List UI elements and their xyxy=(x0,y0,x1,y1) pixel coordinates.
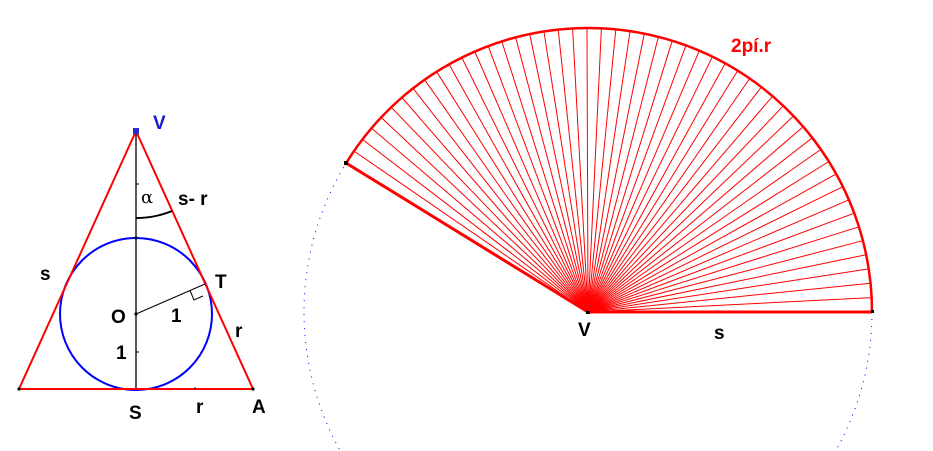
fan-line xyxy=(587,268,869,313)
fan-line xyxy=(371,127,589,313)
fan-line xyxy=(587,212,855,313)
label-V-left: V xyxy=(153,113,166,134)
sector-arc xyxy=(345,26,874,313)
label-T: T xyxy=(215,272,227,293)
fan-line xyxy=(461,57,589,313)
net-right-end-marker xyxy=(871,310,874,313)
fan-line xyxy=(587,199,850,313)
net-left-end-marker xyxy=(344,161,348,165)
fan-line xyxy=(587,45,687,313)
radius-OT xyxy=(135,283,206,315)
label-r-right: r xyxy=(235,321,243,342)
fan-line xyxy=(529,33,589,313)
fan-line xyxy=(587,186,844,313)
cone-triangle xyxy=(17,128,255,390)
fan-line xyxy=(401,97,589,313)
fan-line xyxy=(587,148,822,313)
label-s-minus-r: s- r xyxy=(178,189,208,210)
label-1-OS: 1 xyxy=(116,343,127,364)
fan-line xyxy=(587,86,762,313)
fan-line xyxy=(587,226,860,313)
label-1-OT: 1 xyxy=(171,306,182,327)
point-top-circle xyxy=(134,236,138,240)
vertex-marker xyxy=(133,128,139,134)
fan-line xyxy=(586,27,589,313)
fan-line xyxy=(587,50,700,313)
fan-line xyxy=(487,45,589,313)
cone-cross-section: V α s- r s T O 1 r 1 S r A xyxy=(17,113,266,424)
right-angle-marker xyxy=(189,290,204,301)
fan-line xyxy=(501,41,589,313)
fan-line xyxy=(572,28,589,313)
fan-line xyxy=(587,78,751,313)
fan-line xyxy=(587,297,872,313)
fan-line xyxy=(587,31,631,313)
fan-line xyxy=(587,161,830,313)
label-s-left: s xyxy=(40,264,51,285)
fan-line xyxy=(412,87,589,313)
fan-line xyxy=(353,150,589,313)
label-s-net: s xyxy=(714,323,725,344)
fan-line xyxy=(587,126,804,313)
label-O: O xyxy=(111,307,126,328)
fan-line xyxy=(587,115,794,313)
point-O xyxy=(134,312,138,316)
fan-line xyxy=(557,29,589,313)
sector-radius-left xyxy=(345,161,589,314)
fan-line xyxy=(448,64,589,313)
label-alpha: α xyxy=(141,187,153,208)
fan-line xyxy=(362,139,589,313)
label-V-net: V xyxy=(578,320,591,341)
fan-line xyxy=(587,56,713,313)
point-A xyxy=(251,387,255,391)
fan-line xyxy=(587,28,602,313)
fan-line xyxy=(380,117,589,313)
fan-line xyxy=(587,254,867,313)
net-vertex-marker xyxy=(586,311,590,314)
fan-line xyxy=(587,63,726,313)
label-r-base: r xyxy=(196,397,204,418)
fan-line xyxy=(587,36,659,313)
fan-line xyxy=(424,79,589,313)
fan-line xyxy=(587,105,784,313)
fan-line xyxy=(587,95,773,313)
fan-line xyxy=(587,137,813,313)
fan-line xyxy=(436,71,589,313)
fan-line xyxy=(390,106,589,313)
fan-line xyxy=(587,282,871,313)
fan-line xyxy=(587,173,837,313)
fan-line xyxy=(587,240,864,313)
label-S: S xyxy=(129,403,142,424)
angle-arc xyxy=(135,210,173,219)
fan-line xyxy=(515,37,589,313)
label-A: A xyxy=(252,397,266,418)
fan-line xyxy=(543,31,589,313)
fan-line xyxy=(587,70,739,313)
cone-net: V s 2pí.r xyxy=(303,26,874,451)
fan-lines xyxy=(345,27,872,313)
point-left-base xyxy=(17,387,21,391)
label-arc-2pi-r: 2pí.r xyxy=(731,36,772,57)
fan-line xyxy=(587,29,617,313)
fan-line xyxy=(474,51,589,313)
fan-line xyxy=(587,33,645,313)
fan-line xyxy=(587,40,673,313)
